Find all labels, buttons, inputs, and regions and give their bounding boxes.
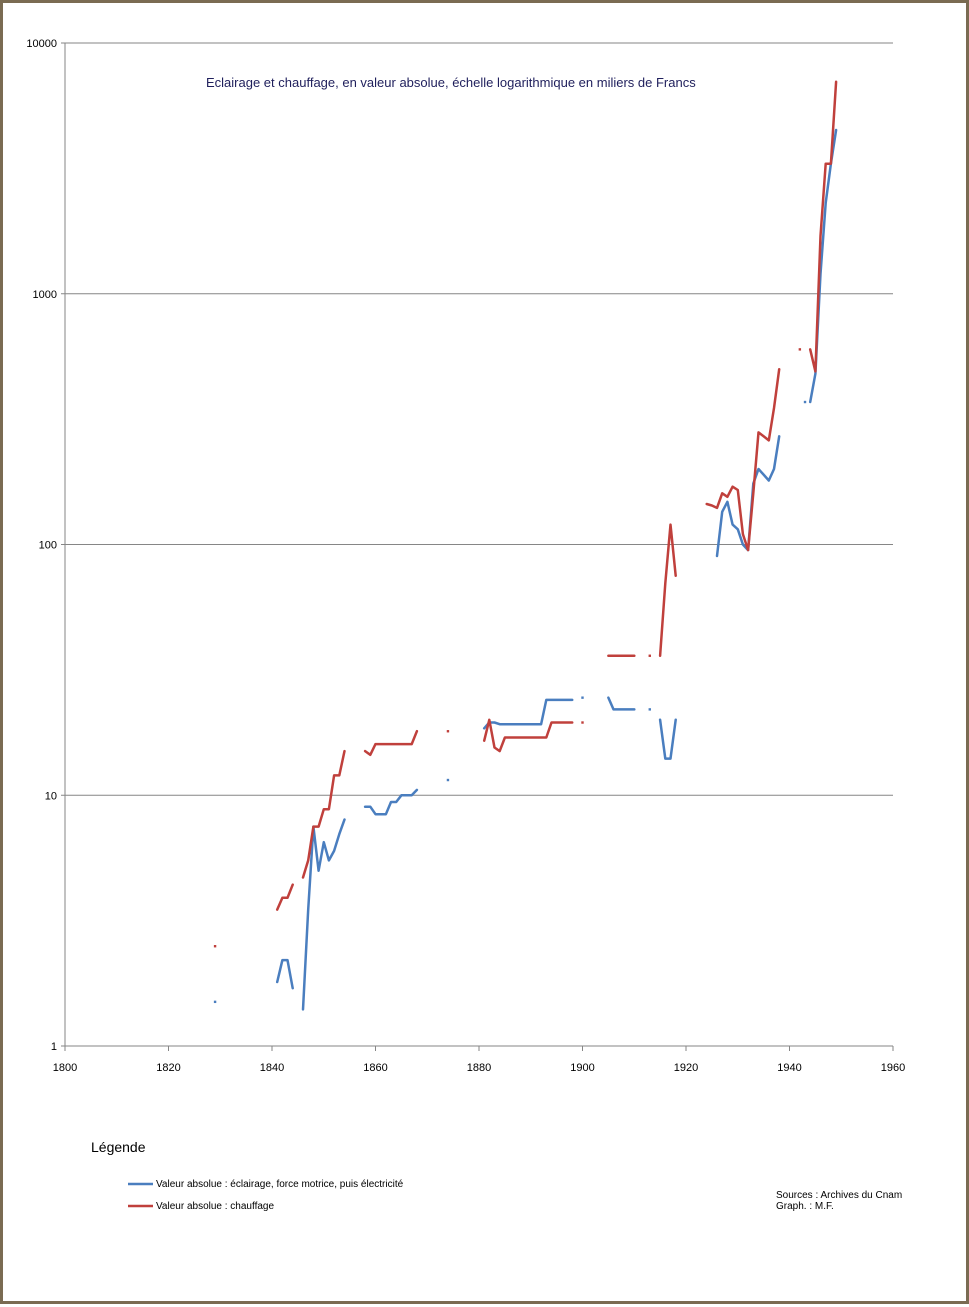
series-point-eclairage	[648, 708, 651, 711]
grid-layer	[65, 42, 893, 796]
series-line-eclairage	[301, 818, 346, 1011]
x-tick-label: 1940	[777, 1062, 801, 1074]
sources-line: Sources : Archives du Cnam	[776, 1190, 902, 1201]
series-point-chauffage	[213, 945, 217, 948]
x-tick-label: 1820	[156, 1062, 180, 1074]
series-line-eclairage	[607, 696, 636, 711]
x-tick-label: 1900	[570, 1062, 594, 1074]
series-line-eclairage	[275, 958, 294, 990]
series-line-chauffage	[301, 749, 346, 879]
legend: Valeur absolue : éclairage, force motric…	[128, 1179, 404, 1212]
series-point-chauffage	[581, 721, 584, 724]
series-point-chauffage	[798, 348, 802, 351]
series-layer	[213, 80, 838, 1011]
series-line-chauffage	[808, 80, 838, 373]
legend-title: Légende	[91, 1139, 146, 1155]
legend-label-chauffage: Valeur absolue : chauffage	[156, 1201, 274, 1212]
x-tick-label: 1860	[363, 1062, 387, 1074]
x-tick-label: 1920	[674, 1062, 698, 1074]
series-line-eclairage	[363, 788, 419, 816]
y-tick-label: 1000	[33, 289, 57, 301]
y-tick-label: 100	[39, 540, 57, 552]
series-line-eclairage	[658, 718, 677, 760]
series-point-eclairage	[803, 400, 807, 404]
x-tick-label: 1880	[467, 1062, 491, 1074]
series-line-eclairage	[482, 698, 574, 730]
series-line-chauffage	[705, 367, 781, 552]
series-point-chauffage	[648, 654, 651, 657]
tick-layer: 1 10 100 1000 10000 1800 1820 1840 1860 1880 1900 1…	[26, 38, 905, 1074]
legend-label-eclairage: Valeur absolue : éclairage, force motric…	[156, 1179, 404, 1190]
chart-title: Eclairage et chauffage, en valeur absolu…	[206, 75, 696, 90]
series-line-chauffage	[363, 729, 419, 757]
series-point-chauffage	[446, 730, 450, 733]
x-tick-label: 1960	[881, 1062, 905, 1074]
x-tick-label: 1800	[53, 1062, 77, 1074]
x-tick-label: 1840	[260, 1062, 284, 1074]
y-tick-label: 1	[51, 1041, 57, 1053]
y-tick-label: 10000	[26, 38, 57, 50]
series-line-chauffage	[482, 718, 574, 753]
series-point-eclairage	[213, 1000, 217, 1004]
series-line-chauffage	[275, 883, 294, 911]
chart-svg: 1 10 100 1000 10000 1800 1820 1840 1860 1880 1900 1…	[26, 38, 905, 1212]
y-tick-label: 10	[45, 790, 57, 802]
series-point-eclairage	[581, 696, 584, 699]
series-line-chauffage	[658, 523, 677, 658]
series-point-eclairage	[446, 778, 450, 782]
graph-credit-line: Graph. : M.F.	[776, 1201, 834, 1212]
